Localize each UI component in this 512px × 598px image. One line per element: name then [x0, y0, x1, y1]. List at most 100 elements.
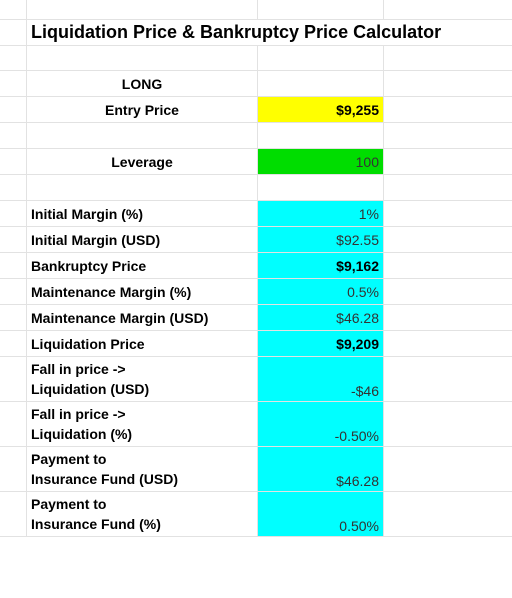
grid-cell[interactable]: [0, 279, 27, 304]
grid-cell[interactable]: [27, 46, 258, 70]
liquidation-price-label[interactable]: Liquidation Price: [27, 331, 258, 356]
grid-cell[interactable]: [0, 305, 27, 330]
maintenance-margin-usd-label[interactable]: Maintenance Margin (USD): [27, 305, 258, 330]
grid-cell[interactable]: [0, 253, 27, 278]
grid-cell[interactable]: [0, 331, 27, 356]
initial-margin-pct-value[interactable]: 1%: [258, 201, 384, 226]
table-row: Bankruptcy Price $9,162: [0, 253, 512, 279]
insurance-fund-usd-value[interactable]: $46.28: [258, 447, 384, 491]
insurance-fund-pct-value[interactable]: 0.50%: [258, 492, 384, 536]
grid-cell[interactable]: [258, 0, 384, 19]
grid-cell[interactable]: [384, 97, 512, 122]
grid-cell[interactable]: [258, 175, 384, 200]
initial-margin-usd-label[interactable]: Initial Margin (USD): [27, 227, 258, 252]
grid-cell[interactable]: [384, 0, 512, 19]
grid-cell[interactable]: [0, 123, 27, 148]
grid-cell[interactable]: [0, 357, 27, 401]
label-line: Payment to: [31, 451, 107, 467]
sheet-row: [0, 123, 512, 149]
table-row: Maintenance Margin (%) 0.5%: [0, 279, 512, 305]
grid-cell[interactable]: [384, 201, 512, 226]
position-side-label[interactable]: LONG: [27, 71, 258, 96]
table-row: Liquidation Price $9,209: [0, 331, 512, 357]
label-line: Payment to: [31, 496, 107, 512]
sheet-row: Leverage 100: [0, 149, 512, 175]
label-line: Insurance Fund (USD): [31, 471, 179, 487]
fall-to-liquidation-pct-label[interactable]: Fall in price -> Liquidation (%): [27, 402, 258, 446]
grid-cell[interactable]: [384, 149, 512, 174]
entry-price-label[interactable]: Entry Price: [27, 97, 258, 122]
label-line: Insurance Fund (%): [31, 516, 161, 532]
table-row: Payment to Insurance Fund (USD) $46.28: [0, 447, 512, 492]
grid-cell[interactable]: [27, 123, 258, 148]
grid-cell[interactable]: [384, 357, 512, 401]
sheet-row: Entry Price $9,255: [0, 97, 512, 123]
grid-cell[interactable]: [27, 0, 258, 19]
bankruptcy-price-label[interactable]: Bankruptcy Price: [27, 253, 258, 278]
leverage-label[interactable]: Leverage: [27, 149, 258, 174]
label-line: Fall in price ->: [31, 406, 126, 422]
grid-cell[interactable]: [258, 46, 384, 70]
grid-cell[interactable]: [0, 227, 27, 252]
sheet-row: Liquidation Price & Bankruptcy Price Cal…: [0, 20, 512, 46]
grid-cell[interactable]: [0, 97, 27, 122]
sheet-row: LONG: [0, 71, 512, 97]
grid-cell[interactable]: [384, 46, 512, 70]
sheet-row: [0, 46, 512, 71]
liquidation-price-value[interactable]: $9,209: [258, 331, 384, 356]
grid-cell[interactable]: [384, 123, 512, 148]
grid-cell[interactable]: [0, 0, 27, 19]
entry-price-input[interactable]: $9,255: [258, 97, 384, 122]
cell-value: 0.50%: [339, 518, 379, 534]
label-line: Liquidation (USD): [31, 381, 150, 397]
grid-cell[interactable]: [384, 71, 512, 96]
table-row: Maintenance Margin (USD) $46.28: [0, 305, 512, 331]
cell-value: $46.28: [336, 473, 379, 489]
label-line: Liquidation (%): [31, 426, 133, 442]
sheet-row: [0, 175, 512, 201]
grid-cell[interactable]: [0, 71, 27, 96]
grid-cell[interactable]: [0, 447, 27, 491]
table-row: Initial Margin (%) 1%: [0, 201, 512, 227]
grid-cell[interactable]: [0, 149, 27, 174]
table-row: Fall in price -> Liquidation (%) -0.50%: [0, 402, 512, 447]
grid-cell[interactable]: [384, 447, 512, 491]
grid-cell[interactable]: [384, 253, 512, 278]
grid-cell[interactable]: [258, 71, 384, 96]
fall-to-liquidation-usd-label[interactable]: Fall in price -> Liquidation (USD): [27, 357, 258, 401]
initial-margin-pct-label[interactable]: Initial Margin (%): [27, 201, 258, 226]
bankruptcy-price-value[interactable]: $9,162: [258, 253, 384, 278]
grid-cell[interactable]: [27, 175, 258, 200]
grid-cell[interactable]: [258, 123, 384, 148]
maintenance-margin-pct-value[interactable]: 0.5%: [258, 279, 384, 304]
grid-cell[interactable]: [384, 279, 512, 304]
grid-cell[interactable]: [0, 492, 27, 536]
table-row: Initial Margin (USD) $92.55: [0, 227, 512, 253]
fall-to-liquidation-pct-value[interactable]: -0.50%: [258, 402, 384, 446]
grid-cell[interactable]: [384, 227, 512, 252]
insurance-fund-pct-label[interactable]: Payment to Insurance Fund (%): [27, 492, 258, 536]
table-row: Fall in price -> Liquidation (USD) -$46: [0, 357, 512, 402]
grid-cell[interactable]: [384, 331, 512, 356]
maintenance-margin-pct-label[interactable]: Maintenance Margin (%): [27, 279, 258, 304]
grid-cell[interactable]: [384, 492, 512, 536]
table-row: Payment to Insurance Fund (%) 0.50%: [0, 492, 512, 537]
sheet-title[interactable]: Liquidation Price & Bankruptcy Price Cal…: [31, 22, 442, 42]
grid-cell[interactable]: [0, 20, 27, 45]
insurance-fund-usd-label[interactable]: Payment to Insurance Fund (USD): [27, 447, 258, 491]
grid-cell[interactable]: [384, 175, 512, 200]
fall-to-liquidation-usd-value[interactable]: -$46: [258, 357, 384, 401]
cell-value: -$46: [350, 383, 379, 399]
leverage-input[interactable]: 100: [258, 149, 384, 174]
grid-cell[interactable]: [384, 402, 512, 446]
grid-cell[interactable]: [384, 305, 512, 330]
grid-cell[interactable]: [0, 46, 27, 70]
grid-cell[interactable]: [0, 201, 27, 226]
initial-margin-usd-value[interactable]: $92.55: [258, 227, 384, 252]
sheet-row: [0, 0, 512, 20]
spreadsheet-grid: Liquidation Price & Bankruptcy Price Cal…: [0, 0, 512, 537]
cell-value: -0.50%: [334, 428, 379, 444]
maintenance-margin-usd-value[interactable]: $46.28: [258, 305, 384, 330]
grid-cell[interactable]: [0, 175, 27, 200]
grid-cell[interactable]: [0, 402, 27, 446]
